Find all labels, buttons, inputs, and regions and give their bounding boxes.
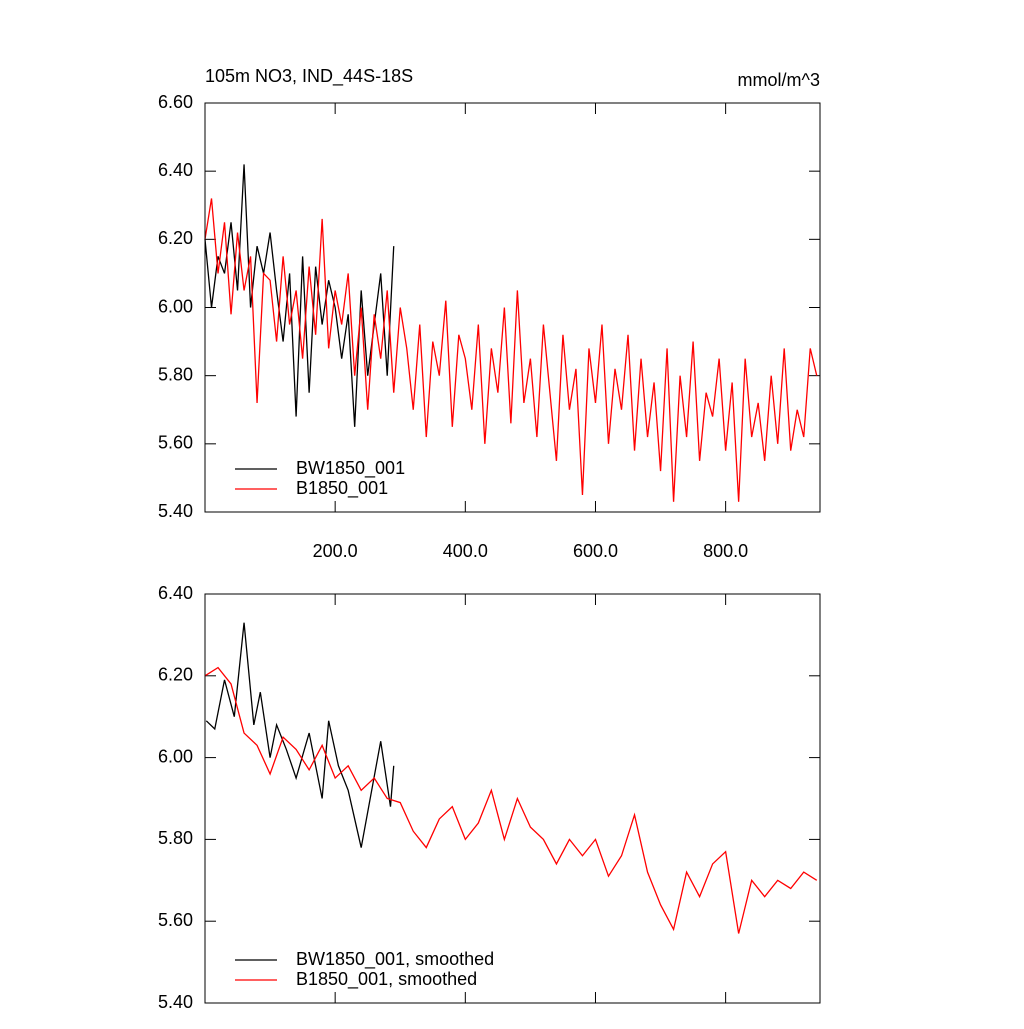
legend-label: BW1850_001 [296,458,405,479]
y-tick-label: 6.60 [158,92,193,112]
legend-label: B1850_001, smoothed [296,969,477,990]
legend-label: BW1850_001, smoothed [296,949,494,970]
plot-frame [204,102,821,513]
y-tick-label: 5.60 [158,433,193,453]
y-tick-label: 6.40 [158,583,193,603]
y-tick-label: 6.20 [158,228,193,248]
y-tick-label: 5.80 [158,364,193,384]
legend-label: B1850_001 [296,478,388,499]
y-tick-label: 6.00 [158,296,193,316]
chart-title: 105m NO3, IND_44S-18S [205,66,413,87]
y-tick-label: 6.00 [158,746,193,766]
y-tick-label: 6.40 [158,160,193,180]
data-line [204,164,395,427]
data-line [205,622,395,848]
data-line [204,198,818,502]
y-tick-label: 6.20 [158,665,193,685]
plot-frame [204,593,821,1004]
x-tick-label: 600.0 [573,541,618,561]
y-units: mmol/m^3 [738,70,820,90]
x-tick-label: 400.0 [443,541,488,561]
y-tick-label: 5.40 [158,992,193,1012]
x-tick-label: 200.0 [313,541,358,561]
data-line [204,666,818,934]
y-tick-label: 5.60 [158,910,193,930]
x-tick-label: 800.0 [703,541,748,561]
y-tick-label: 5.40 [158,501,193,521]
y-tick-label: 5.80 [158,828,193,848]
